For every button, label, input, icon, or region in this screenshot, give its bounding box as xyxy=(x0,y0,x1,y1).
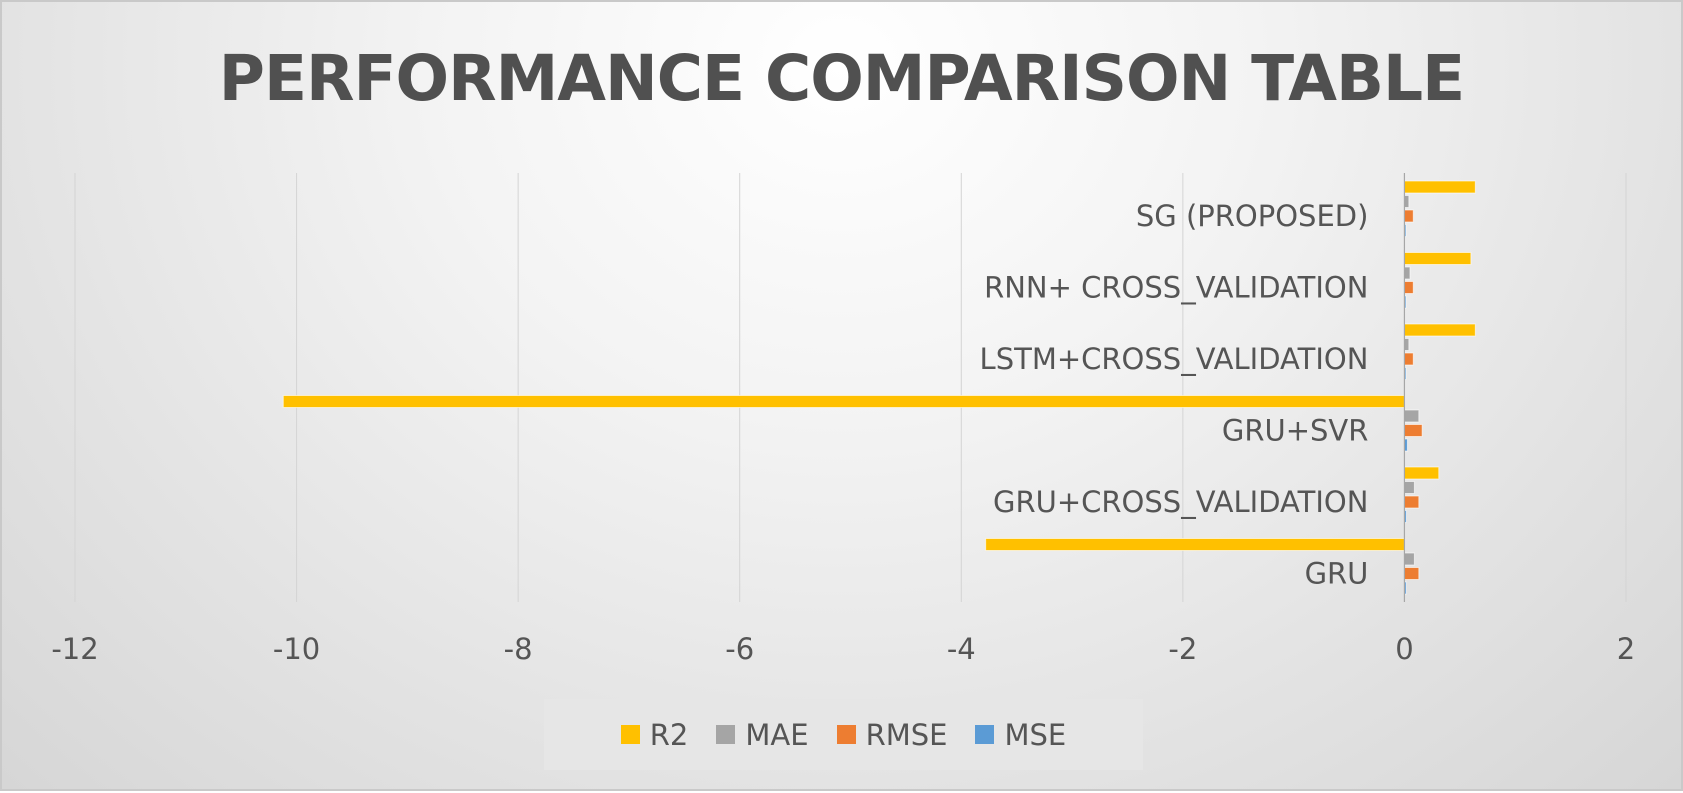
legend: R2 MAE RMSE MSE xyxy=(544,699,1143,770)
legend-item-mae: MAE xyxy=(716,717,809,752)
bar-mae xyxy=(1403,338,1410,351)
bar-rmse xyxy=(1403,281,1414,294)
bar-r2 xyxy=(1403,252,1472,265)
x-tick-label: -2 xyxy=(1168,632,1197,666)
bar-mae xyxy=(1403,409,1420,423)
bar-r2 xyxy=(1403,466,1440,480)
category-label: GRU+SVR xyxy=(1222,414,1369,448)
bar-r2 xyxy=(1403,180,1476,194)
x-tick-label: -8 xyxy=(504,632,533,666)
bar-r2 xyxy=(1403,323,1476,337)
legend-swatch xyxy=(620,725,640,744)
bar-rmse xyxy=(1403,424,1423,437)
bar-rmse xyxy=(1403,495,1420,509)
legend-label: MSE xyxy=(1004,717,1067,752)
legend-item-rmse: RMSE xyxy=(836,717,948,752)
bar-mae xyxy=(1403,552,1415,566)
x-tick-label: -10 xyxy=(273,632,320,666)
bar-r2 xyxy=(985,538,1405,551)
legend-label: R2 xyxy=(649,717,689,752)
legend-item-r2: R2 xyxy=(620,717,689,752)
bar-mae xyxy=(1403,195,1410,208)
chart-title: PERFORMANCE COMPARISON TABLE xyxy=(218,42,1465,115)
bar-mae xyxy=(1403,266,1411,280)
legend-swatch xyxy=(975,725,995,744)
category-label: SG (PROPOSED) xyxy=(1136,199,1369,233)
x-tick-label: -6 xyxy=(725,632,754,666)
category-label: RNN+ CROSS_VALIDATION xyxy=(984,271,1368,305)
legend-swatch xyxy=(716,725,736,744)
x-tick-label: -12 xyxy=(51,632,98,666)
x-tick-label: 2 xyxy=(1617,632,1635,666)
x-tick-label: -4 xyxy=(947,632,976,666)
bar-r2 xyxy=(282,395,1405,408)
category-label: GRU xyxy=(1305,557,1369,591)
bar-rmse xyxy=(1403,209,1414,223)
bar-mae xyxy=(1403,481,1415,494)
bar-rmse xyxy=(1403,352,1414,366)
category-label: LSTM+CROSS_VALIDATION xyxy=(980,342,1369,376)
legend-label: RMSE xyxy=(865,717,948,752)
bar-rmse xyxy=(1403,567,1420,580)
legend-item-mse: MSE xyxy=(975,718,1066,752)
x-tick-label: 0 xyxy=(1395,632,1413,666)
legend-swatch xyxy=(836,725,856,744)
legend-label: MAE xyxy=(745,717,809,752)
category-label: GRU+CROSS_VALIDATION xyxy=(993,485,1368,519)
